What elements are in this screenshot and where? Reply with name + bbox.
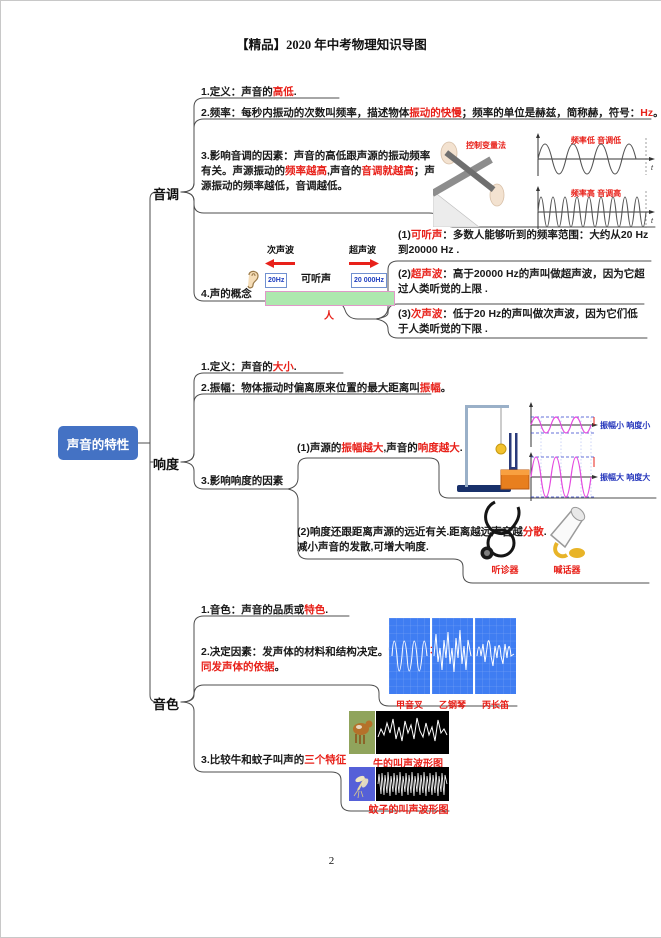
axis-t-label: t [651, 218, 654, 225]
pitch-definition: 1.定义：声音的高低. [201, 86, 297, 98]
audible-range-label: 可听声 [301, 274, 331, 285]
mosquito-image [349, 767, 375, 801]
branch-pitch: 音调 [153, 187, 180, 202]
oscilloscope-label-piano: 乙钢琴 [438, 700, 466, 710]
pitch-frequency: 2.频率：每秒内振动的次数叫频率，描述物体振动的快慢；频率的单位是赫兹，简称赫，… [201, 107, 661, 119]
oscilloscope-tuning-fork [389, 618, 430, 694]
timbre-compare: 3.比较牛和蚊子叫声的三个特征 [201, 754, 347, 766]
mosquito-waveform-label: 蚊子的叫声波形图 [368, 805, 449, 816]
cow-image [349, 711, 375, 754]
pitch-audible: (1)可听声：多数人能够听到的频率范围：大约从20 Hz到20000 Hz . [398, 229, 649, 256]
timbre-definition: 1.音色：声音的品质或特色. [201, 604, 329, 616]
infrasound-range-label: 次声波 [267, 245, 295, 255]
human-label: 人 [324, 311, 334, 322]
audible-range-bar [265, 291, 395, 306]
megaphone-icon [549, 506, 586, 559]
stethoscope-label: 听诊器 [491, 565, 519, 575]
loudness-amplitude: 2.振幅：物体振动时偏离原来位置的最大距离叫振幅。 [201, 382, 452, 394]
connector-spine-timbre [149, 442, 158, 703]
root-node: 声音的特性 [58, 426, 138, 460]
ruler-experiment-image: 控制变量法 [433, 139, 506, 227]
small-amplitude-label: 振幅小 响度小 [600, 420, 650, 430]
high-frequency-label: 频率高 音调高 [571, 188, 621, 198]
axis-t-label: t [651, 165, 654, 172]
branch-timbre: 音色 [153, 697, 180, 712]
loudness-factor-label: 3.影响响度的因素 [201, 475, 284, 487]
connector-spine-pitch [149, 191, 158, 444]
pitch-concept-label: 4.声的概念 [201, 288, 252, 300]
cow-waveform-image [376, 711, 449, 754]
tuning-fork-experiment-image [457, 405, 530, 492]
oscilloscope-piano [432, 618, 473, 694]
oscilloscope-labels: 甲音叉 乙钢琴 丙长笛 [388, 695, 517, 713]
branch-loudness: 响度 [153, 457, 180, 472]
amplitude-waveform-panel: 振幅小 响度小 振幅大 响度大 [529, 402, 650, 501]
ear-icon [247, 270, 259, 289]
frequency-range-diagram: 次声波 超声波 20Hz 20 000Hz 可听声 人 [245, 239, 399, 323]
oscilloscope-panels [389, 618, 518, 694]
oscilloscope-flute [475, 618, 516, 694]
megaphone-label: 喊话器 [553, 565, 581, 575]
loudness-factor-1: (1)声源的振幅越大,声音的响度越大. [297, 442, 463, 454]
big-amplitude-label: 振幅大 响度大 [600, 472, 650, 482]
ultrasound-range-label: 超声波 [349, 245, 377, 255]
pitch-ultrasound: (2)超声波：高于20000 Hz的声叫做超声波，因为它超过人类听觉的上限 . [398, 268, 645, 295]
frequency-waveform-panel: 频率低 音调低 t 频率高 音调高 t [528, 133, 658, 237]
ruler-caption: 控制变量法 [466, 141, 506, 150]
pitch-infrasound: (3)次声波：低于20 Hz的声叫做次声波，因为它们低于人类听觉的下限 . [398, 308, 638, 335]
cow-waveform-label: 牛的叫声波形图 [373, 759, 443, 770]
low-frequency-wave: 频率低 音调低 t [536, 133, 655, 176]
mosquito-waveform-image [376, 767, 449, 801]
oscilloscope-label-flute: 丙长笛 [481, 700, 509, 710]
pitch-factor: 3.影响音调的因素：声音的高低跟声源的振动频率有关。声源振动的频率越高,声音的音… [201, 150, 435, 192]
high-bound-box: 20 000Hz [351, 273, 387, 288]
high-frequency-wave: 频率高 音调高 t [536, 186, 655, 229]
page-number: 2 [328, 855, 335, 867]
ruler-experiment-drawing [433, 141, 505, 227]
right-arrow-icon [349, 259, 379, 268]
low-frequency-label: 频率低 音调低 [571, 135, 621, 145]
document-title: 【精品】2020 年中考物理知识导图 [236, 38, 427, 52]
stethoscope-icon [480, 500, 521, 560]
oscilloscope-label-tuning-fork: 甲音叉 [395, 700, 423, 710]
loudness-factor-2: (2)响度还跟距离声源的远近有关.距离越远声音越分散.减小声音的发散,可增大响度… [297, 526, 547, 553]
loudness-definition: 1.定义：声音的大小. [201, 361, 297, 373]
left-arrow-icon [265, 259, 295, 268]
low-bound-box: 20Hz [265, 273, 288, 288]
